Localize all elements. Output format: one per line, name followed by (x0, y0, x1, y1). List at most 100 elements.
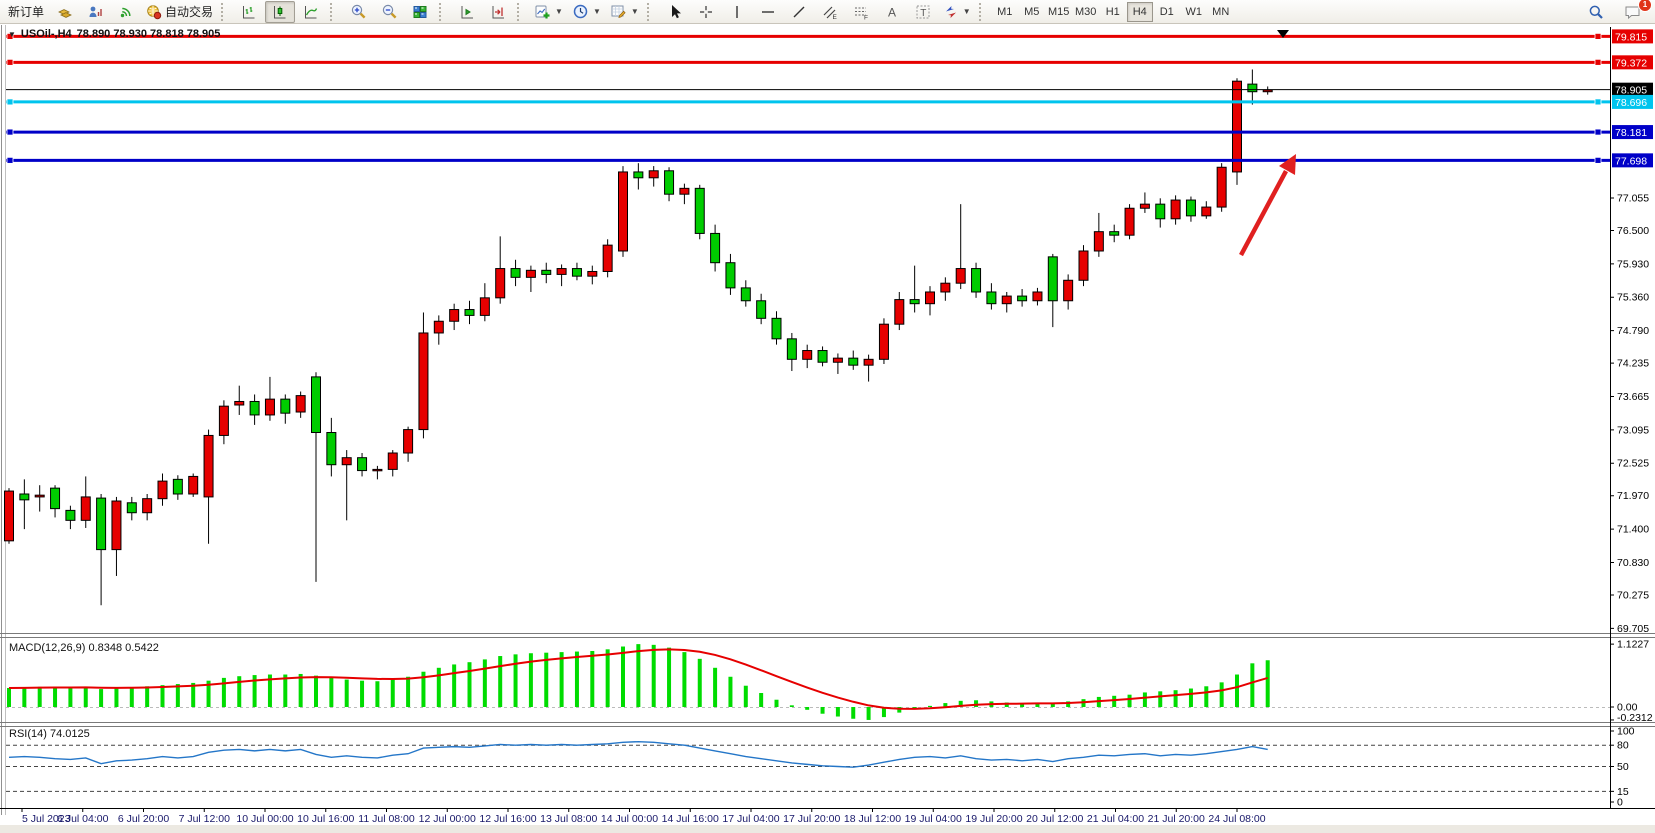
timeframe-h1-button[interactable]: H1 (1105, 5, 1120, 18)
svg-text:12 Jul 16:00: 12 Jul 16:00 (479, 813, 536, 825)
search-button[interactable] (1581, 1, 1611, 23)
svg-text:69.705: 69.705 (1617, 623, 1649, 635)
svg-text:6 Jul 04:00: 6 Jul 04:00 (57, 813, 109, 825)
text-label-tool-button[interactable]: T (908, 1, 938, 23)
svg-text:75.360: 75.360 (1617, 292, 1649, 304)
timeframe-w1-button[interactable]: W1 (1185, 5, 1202, 18)
bar-chart-icon (243, 5, 255, 18)
chat-button[interactable]: 1 (1617, 0, 1652, 23)
channel-tool-button[interactable]: E (815, 1, 845, 23)
vertical-line-tool-button[interactable] (722, 1, 752, 23)
svg-text:19 Jul 20:00: 19 Jul 20:00 (965, 813, 1022, 825)
macd-pane: 1.1227 0.00-0.2312 (6, 639, 1653, 724)
chart-shift-button[interactable] (483, 1, 513, 23)
gold-ingots-icon (58, 8, 72, 18)
svg-text:0: 0 (1617, 797, 1623, 809)
bar-chart-mode-button[interactable] (234, 1, 264, 23)
autotrade-globe-icon (147, 4, 162, 19)
dropdown-caret-icon: ▼ (962, 7, 971, 16)
equidistant-channel-icon: E (823, 6, 837, 20)
templates-button[interactable]: ▼ (606, 1, 643, 23)
zoom-in-button[interactable] (343, 1, 373, 23)
svg-text:77.698: 77.698 (1615, 155, 1647, 167)
svg-text:70.275: 70.275 (1617, 589, 1649, 601)
accounts-button[interactable] (80, 1, 110, 23)
fibonacci-tool-button[interactable]: F (846, 1, 876, 23)
zoom-in-icon (351, 4, 365, 19)
svg-text:18 Jul 12:00: 18 Jul 12:00 (844, 813, 901, 825)
chart-frame (0, 25, 1655, 833)
svg-text:78.905: 78.905 (1615, 85, 1647, 97)
autotrading-label: 自动交易 (165, 5, 214, 19)
text-tool-button[interactable]: A (877, 1, 907, 23)
chart-shift-marker (1277, 30, 1289, 38)
timeframe-m1-button[interactable]: M1 (997, 5, 1013, 18)
timeframe-d1-button[interactable]: D1 (1159, 5, 1174, 18)
timeframe-m15-button[interactable]: M15 (1048, 5, 1070, 18)
svg-text:14 Jul 16:00: 14 Jul 16:00 (662, 813, 719, 825)
svg-text:7 Jul 12:00: 7 Jul 12:00 (179, 813, 231, 825)
trendline-tool-button[interactable] (784, 1, 814, 23)
svg-text:77.055: 77.055 (1617, 193, 1649, 205)
periods-button[interactable]: ▼ (568, 1, 605, 23)
arrows-icon (945, 5, 956, 18)
svg-text:17 Jul 04:00: 17 Jul 04:00 (722, 813, 779, 825)
signal-waves-icon (120, 7, 131, 17)
svg-text:79.372: 79.372 (1615, 57, 1647, 69)
chart-canvas[interactable]: 77.055 76.500 75.930 75.360 74.790 74.235 73.6… (0, 25, 1655, 833)
add-indicator-button[interactable]: ▼ (530, 1, 567, 23)
line-chart-icon (305, 5, 318, 18)
svg-text:10 Jul 00:00: 10 Jul 00:00 (236, 813, 293, 825)
expert-advisors-button[interactable] (49, 1, 79, 23)
candlestick-mode-button[interactable] (265, 0, 296, 23)
crosshair-icon (699, 5, 712, 18)
trend-arrow-annotation (1239, 154, 1296, 257)
toolbar-grip (330, 2, 338, 21)
fibonacci-icon: F (854, 7, 868, 20)
auto-scroll-button[interactable] (452, 1, 482, 23)
zoom-out-icon (382, 4, 396, 19)
svg-text:1.1227: 1.1227 (1617, 639, 1649, 651)
zoom-out-button[interactable] (374, 1, 404, 23)
svg-text:100: 100 (1617, 726, 1635, 738)
svg-text:14 Jul 00:00: 14 Jul 00:00 (601, 813, 658, 825)
svg-text:80: 80 (1617, 740, 1629, 752)
add-indicator-icon (535, 5, 550, 19)
svg-text:72.525: 72.525 (1617, 458, 1649, 470)
svg-text:71.970: 71.970 (1617, 490, 1649, 502)
cursor-tool-button[interactable] (660, 1, 690, 23)
svg-text:10 Jul 16:00: 10 Jul 16:00 (297, 813, 354, 825)
line-chart-mode-button[interactable] (296, 1, 326, 23)
timeframe-mn-button[interactable]: MN (1212, 5, 1230, 18)
svg-text:6 Jul 20:00: 6 Jul 20:00 (118, 813, 170, 825)
tile-windows-button[interactable] (405, 1, 435, 23)
svg-text:73.095: 73.095 (1617, 424, 1649, 436)
timeframe-m30-button[interactable]: M30 (1075, 5, 1097, 18)
notification-badge: 1 (1638, 0, 1652, 12)
svg-text:15: 15 (1617, 786, 1629, 798)
svg-text:24 Jul 08:00: 24 Jul 08:00 (1208, 813, 1265, 825)
svg-text:73.665: 73.665 (1617, 391, 1649, 403)
svg-text:74.235: 74.235 (1617, 358, 1649, 370)
new-order-button[interactable]: 新订单 (4, 1, 48, 23)
timeframe-m5-button[interactable]: M5 (1024, 5, 1040, 18)
text-label-icon: T (916, 5, 930, 19)
svg-text:21 Jul 20:00: 21 Jul 20:00 (1148, 813, 1205, 825)
arrows-tool-button[interactable]: ▼ (939, 1, 975, 23)
signals-button[interactable] (111, 1, 141, 23)
vertical-line-icon (736, 5, 738, 18)
clock-icon (573, 4, 588, 19)
candlestick-icon (274, 5, 286, 18)
svg-text:E: E (832, 14, 837, 20)
template-icon (611, 5, 626, 19)
autotrading-button[interactable]: 自动交易 (142, 1, 217, 23)
crosshair-tool-button[interactable] (691, 1, 721, 23)
svg-text:5 Jul 2023: 5 Jul 2023 (22, 813, 71, 825)
timeframe-h4-button[interactable]: H4 (1126, 1, 1153, 22)
svg-text:70.830: 70.830 (1617, 557, 1649, 569)
svg-text:78.181: 78.181 (1615, 127, 1647, 139)
svg-text:76.500: 76.500 (1617, 225, 1649, 237)
tile-windows-icon (413, 5, 427, 18)
horizontal-line-tool-button[interactable] (753, 1, 783, 23)
